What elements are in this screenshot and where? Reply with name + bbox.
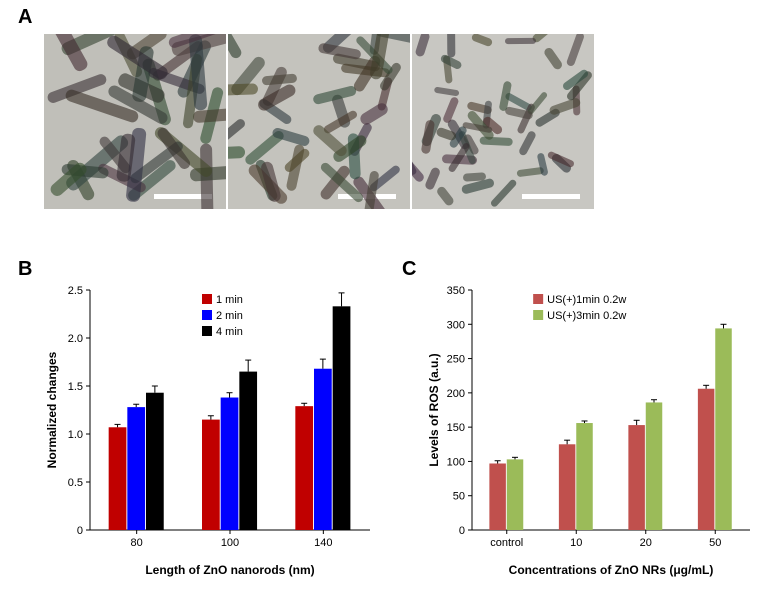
svg-text:200: 200 bbox=[447, 388, 465, 400]
svg-text:50: 50 bbox=[453, 491, 465, 503]
chart-c: 0 50 100 150 200 250 300 350 control 10 20 50 Concen… bbox=[420, 280, 760, 580]
svg-text:0: 0 bbox=[459, 525, 465, 537]
svg-text:300: 300 bbox=[447, 319, 465, 331]
svg-text:2.5: 2.5 bbox=[68, 285, 83, 297]
svg-text:Normalized changes: Normalized changes bbox=[45, 351, 59, 468]
svg-text:US(+)1min 0.2w: US(+)1min 0.2w bbox=[547, 294, 626, 306]
svg-text:US(+)3min 0.2w: US(+)3min 0.2w bbox=[547, 310, 626, 322]
svg-text:Concentrations of ZnO NRs (μg/: Concentrations of ZnO NRs (μg/mL) bbox=[509, 563, 714, 577]
svg-text:Length of ZnO nanorods (nm): Length of ZnO nanorods (nm) bbox=[145, 563, 314, 577]
svg-text:100: 100 bbox=[221, 537, 239, 549]
panel-b-label: B bbox=[18, 258, 32, 281]
scalebar bbox=[522, 194, 580, 199]
svg-text:0.5: 0.5 bbox=[68, 477, 83, 489]
svg-text:0: 0 bbox=[77, 525, 83, 537]
svg-text:Levels of ROS (a.u.): Levels of ROS (a.u.) bbox=[427, 353, 441, 466]
chart-b: 0 0.5 1.0 1.5 2.0 2.5 80 100 140 Length of ZnO na… bbox=[40, 280, 380, 580]
svg-text:250: 250 bbox=[447, 354, 465, 366]
tem-image-100nm: 100 nm bbox=[228, 34, 410, 209]
svg-text:50: 50 bbox=[709, 537, 721, 549]
svg-text:10: 10 bbox=[570, 537, 582, 549]
svg-text:100: 100 bbox=[447, 456, 465, 468]
svg-text:1.5: 1.5 bbox=[68, 381, 83, 393]
tem-image-80nm: 80 nm bbox=[412, 34, 594, 209]
svg-text:150: 150 bbox=[447, 422, 465, 434]
panel-a-label: A bbox=[18, 6, 32, 29]
tem-image-row: 140 nm 100 nm 80 nm bbox=[44, 34, 594, 209]
svg-text:2 min: 2 min bbox=[216, 310, 243, 322]
svg-text:2.0: 2.0 bbox=[68, 333, 83, 345]
svg-text:1.0: 1.0 bbox=[68, 429, 83, 441]
svg-text:140: 140 bbox=[314, 537, 332, 549]
tem-image-140nm: 140 nm bbox=[44, 34, 226, 209]
svg-text:4 min: 4 min bbox=[216, 326, 243, 338]
panel-c-label: C bbox=[402, 258, 416, 281]
svg-text:80: 80 bbox=[131, 537, 143, 549]
svg-text:350: 350 bbox=[447, 285, 465, 297]
svg-text:1 min: 1 min bbox=[216, 294, 243, 306]
svg-text:control: control bbox=[490, 537, 523, 549]
svg-text:20: 20 bbox=[640, 537, 652, 549]
